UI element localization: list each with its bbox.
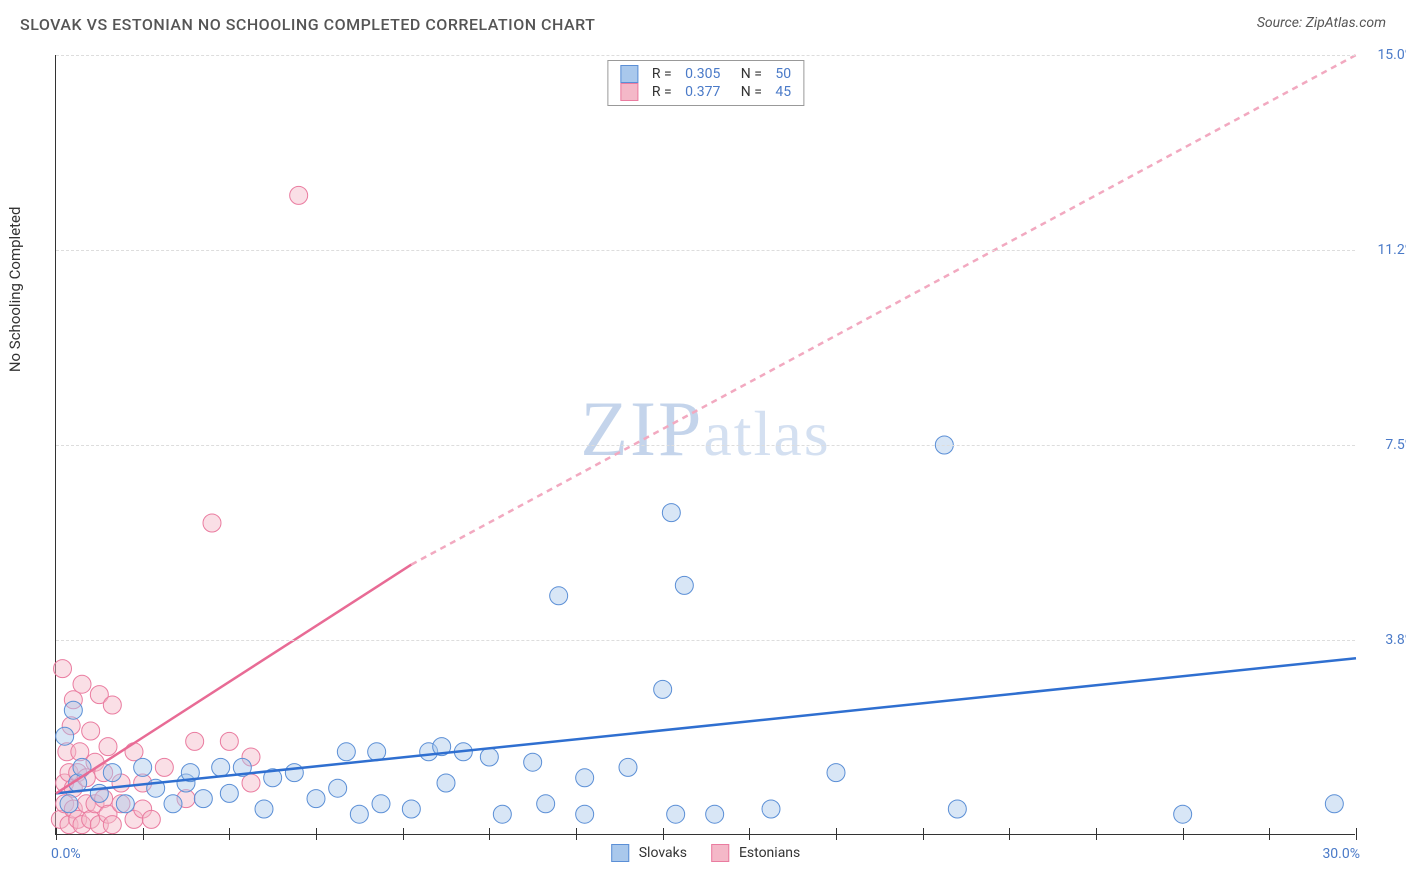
legend-label-estonians: Estonians	[739, 845, 800, 861]
data-point-slovaks	[164, 795, 182, 813]
x-tick	[576, 828, 577, 840]
data-point-estonians	[155, 758, 173, 776]
x-tick	[749, 828, 750, 840]
x-tick	[836, 828, 837, 840]
data-point-slovaks	[675, 576, 693, 594]
trendline-proj-estonians	[411, 55, 1356, 565]
data-point-estonians	[82, 722, 100, 740]
data-point-slovaks	[402, 800, 420, 818]
x-tick	[1183, 828, 1184, 840]
data-point-slovaks	[576, 805, 594, 823]
data-point-estonians	[220, 732, 238, 750]
data-point-estonians	[73, 675, 91, 693]
x-tick	[489, 828, 490, 840]
data-point-slovaks	[480, 748, 498, 766]
y-tick-label: 11.2%	[1360, 242, 1406, 258]
data-point-slovaks	[706, 805, 724, 823]
x-axis-max-label: 30.0%	[1322, 846, 1360, 862]
data-point-estonians	[71, 743, 89, 761]
y-tick-label: 7.5%	[1360, 437, 1406, 453]
data-point-slovaks	[372, 795, 390, 813]
data-point-slovaks	[212, 758, 230, 776]
data-point-slovaks	[56, 727, 74, 745]
data-point-slovaks	[619, 758, 637, 776]
x-tick	[923, 828, 924, 840]
data-point-estonians	[99, 738, 117, 756]
legend-swatch-estonians	[711, 844, 729, 862]
trendline-estonians	[56, 565, 411, 794]
data-point-estonians	[103, 696, 121, 714]
legend-label-slovaks: Slovaks	[639, 845, 687, 861]
data-point-estonians	[103, 816, 121, 834]
swatch-slovaks	[620, 65, 638, 83]
data-point-slovaks	[329, 779, 347, 797]
data-point-slovaks	[368, 743, 386, 761]
data-point-estonians	[203, 514, 221, 532]
data-point-slovaks	[667, 805, 685, 823]
data-point-estonians	[54, 660, 72, 678]
x-tick	[56, 828, 57, 840]
data-point-slovaks	[64, 701, 82, 719]
legend-swatch-slovaks	[611, 844, 629, 862]
stats-row-slovaks: R = 0.305 N = 50	[620, 65, 791, 83]
data-point-slovaks	[116, 795, 134, 813]
x-axis-min-label: 0.0%	[51, 846, 81, 862]
x-tick	[229, 828, 230, 840]
series-legend: Slovaks Estonians	[611, 844, 801, 862]
data-point-slovaks	[285, 764, 303, 782]
data-point-slovaks	[307, 790, 325, 808]
data-point-slovaks	[537, 795, 555, 813]
data-point-slovaks	[220, 784, 238, 802]
gridline-h	[56, 55, 1355, 56]
x-tick	[1269, 828, 1270, 840]
x-tick	[663, 828, 664, 840]
data-point-slovaks	[255, 800, 273, 818]
data-point-slovaks	[134, 758, 152, 776]
gridline-h	[56, 445, 1355, 446]
legend-item-estonians: Estonians	[711, 844, 800, 862]
data-point-slovaks	[103, 764, 121, 782]
x-tick	[1096, 828, 1097, 840]
chart-plot-area: ZIPatlas R = 0.305 N = 50R = 0.377 N = 4…	[55, 55, 1355, 835]
gridline-h	[56, 250, 1355, 251]
data-point-slovaks	[1325, 795, 1343, 813]
data-point-slovaks	[437, 774, 455, 792]
data-point-slovaks	[60, 795, 78, 813]
x-tick	[143, 828, 144, 840]
data-point-slovaks	[576, 769, 594, 787]
data-point-estonians	[242, 774, 260, 792]
x-tick	[316, 828, 317, 840]
data-point-estonians	[142, 810, 160, 828]
y-axis-label: No Schooling Completed	[6, 207, 24, 373]
data-point-slovaks	[1174, 805, 1192, 823]
trendline-slovaks	[56, 658, 1356, 793]
data-point-slovaks	[662, 504, 680, 522]
stats-row-estonians: R = 0.377 N = 45	[620, 83, 791, 101]
x-tick	[1356, 828, 1357, 840]
data-point-slovaks	[350, 805, 368, 823]
source-credit: Source: ZipAtlas.com	[1257, 15, 1386, 34]
data-point-estonians	[186, 732, 204, 750]
data-point-estonians	[290, 186, 308, 204]
data-point-slovaks	[550, 587, 568, 605]
data-point-slovaks	[827, 764, 845, 782]
gridline-h	[56, 640, 1355, 641]
y-tick-label: 15.0%	[1360, 47, 1406, 63]
y-tick-label: 3.8%	[1360, 632, 1406, 648]
chart-title: SLOVAK VS ESTONIAN NO SCHOOLING COMPLETE…	[20, 15, 595, 34]
data-point-slovaks	[493, 805, 511, 823]
data-point-estonians	[125, 743, 143, 761]
data-point-slovaks	[337, 743, 355, 761]
swatch-estonians	[620, 83, 638, 101]
x-tick	[403, 828, 404, 840]
data-point-slovaks	[654, 680, 672, 698]
x-tick	[1009, 828, 1010, 840]
data-point-slovaks	[948, 800, 966, 818]
stats-legend-box: R = 0.305 N = 50R = 0.377 N = 45	[607, 60, 804, 106]
legend-item-slovaks: Slovaks	[611, 844, 687, 862]
data-point-slovaks	[524, 753, 542, 771]
data-point-slovaks	[762, 800, 780, 818]
data-point-slovaks	[194, 790, 212, 808]
